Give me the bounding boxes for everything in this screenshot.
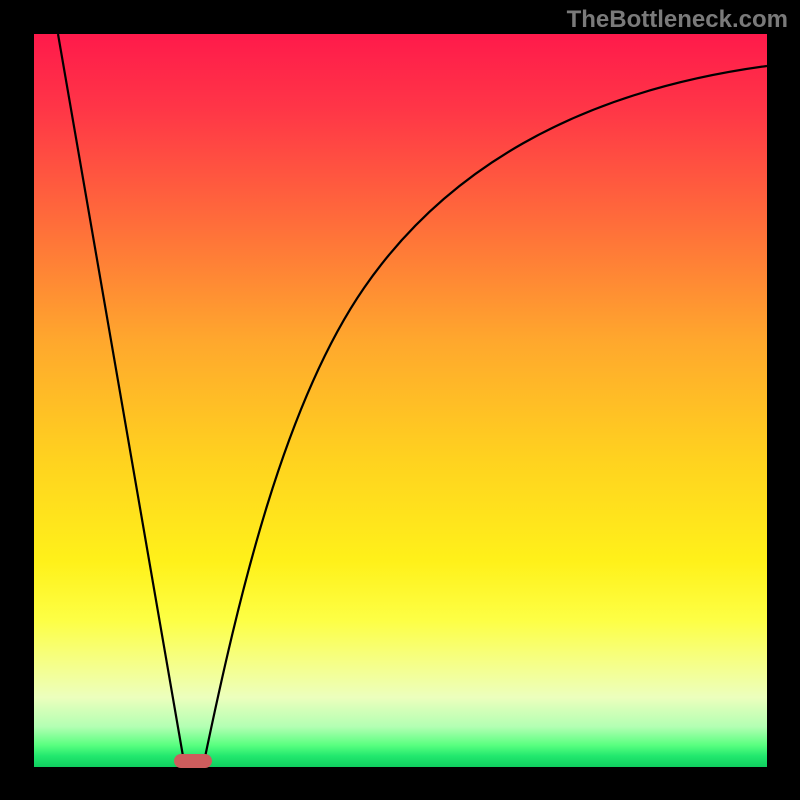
vertex-marker: [174, 754, 212, 768]
plot-area: [34, 34, 767, 767]
watermark-text: TheBottleneck.com: [567, 6, 788, 34]
curve-left-line: [58, 34, 184, 762]
chart-container: TheBottleneck.com: [0, 0, 800, 800]
curve-right-path: [204, 66, 767, 762]
curve-layer: [34, 34, 767, 767]
